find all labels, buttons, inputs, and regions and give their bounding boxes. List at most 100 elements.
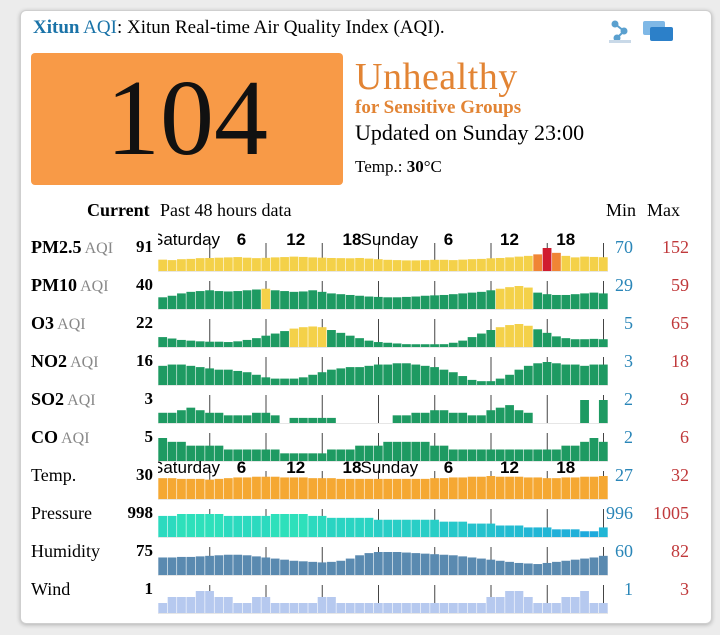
row-current-value: 30 [136, 465, 153, 484]
bar-o3 [233, 341, 243, 347]
bar-o3 [242, 339, 252, 347]
bar-no2 [252, 374, 261, 385]
bar-o3 [308, 326, 318, 347]
bar-humidity [514, 562, 524, 575]
bar-pm10 [252, 289, 261, 309]
bar-pm25 [364, 258, 374, 271]
bar-temp [411, 478, 421, 499]
row-min-value: 996 [606, 503, 633, 523]
bar-pm25 [308, 257, 318, 271]
axis-label-top: 6 [237, 230, 246, 249]
row-max-value: 152 [662, 237, 689, 257]
series-pm25 [158, 243, 608, 272]
bar-o3 [280, 331, 289, 347]
share-icon[interactable] [609, 19, 631, 43]
bar-pressure [542, 527, 552, 537]
bar-no2 [345, 367, 355, 385]
bar-temp [252, 476, 261, 499]
bar-pressure [411, 519, 421, 537]
bar-so2 [233, 415, 243, 423]
bar-temp [280, 477, 289, 499]
bar-pm25 [392, 260, 402, 271]
bar-so2 [448, 412, 458, 423]
bar-o3 [327, 330, 336, 347]
windows-icon[interactable] [641, 19, 675, 43]
city-link[interactable]: Xitun [33, 17, 80, 38]
bar-wind [355, 603, 364, 613]
aqi-link[interactable]: AQI [83, 17, 117, 38]
row-label-no2: NO2 AQI [31, 351, 99, 372]
bar-pm25 [542, 248, 552, 271]
bar-o3 [158, 337, 168, 347]
bar-wind [589, 603, 599, 613]
bar-pm25 [317, 257, 327, 271]
bar-no2 [448, 372, 458, 385]
bar-o3 [252, 338, 261, 347]
bar-pressure [430, 519, 439, 537]
axis-label-top: Saturday [158, 230, 221, 249]
temp-label: Temp.: [355, 157, 407, 176]
series-co [158, 433, 608, 462]
bar-wind [411, 603, 421, 613]
bar-pm10 [195, 291, 205, 309]
bar-humidity [242, 555, 252, 575]
bar-o3 [195, 341, 205, 347]
bar-pressure [233, 515, 243, 537]
bar-co [580, 441, 589, 461]
bar-humidity [373, 552, 383, 575]
axis-label-weather: Sunday [361, 458, 419, 477]
row-min-value: 70 [615, 237, 633, 257]
bar-no2 [205, 368, 214, 385]
axis-label-top: 12 [500, 230, 519, 249]
bar-humidity [233, 554, 243, 575]
bar-humidity [570, 559, 580, 575]
bar-o3 [533, 329, 543, 347]
bar-humidity [223, 554, 233, 575]
bar-pm25 [514, 256, 524, 271]
bar-o3 [580, 339, 589, 347]
bar-so2 [317, 417, 327, 423]
bar-o3 [505, 325, 514, 347]
row-name: PM2.5 [31, 237, 82, 257]
bar-o3 [336, 332, 346, 347]
bar-temp [167, 478, 177, 499]
row-max-value: 32 [671, 465, 689, 485]
bar-o3 [477, 333, 486, 347]
bar-pressure [467, 523, 477, 537]
bar-pressure [345, 517, 355, 537]
bar-temp [430, 478, 439, 499]
bar-so2 [411, 412, 421, 423]
bar-so2 [420, 412, 430, 423]
bar-pm25 [205, 257, 214, 271]
bar-so2 [523, 412, 533, 423]
bar-wind [327, 597, 336, 613]
series-temp [158, 471, 608, 500]
bar-so2 [177, 410, 186, 423]
bar-wind [261, 597, 271, 613]
row-unit: AQI [64, 392, 96, 409]
bar-temp [458, 477, 468, 499]
bar-wind [430, 603, 439, 613]
bar-pm10 [336, 294, 346, 309]
bar-wind [561, 597, 571, 613]
bar-pm25 [298, 256, 308, 271]
bar-o3 [383, 342, 393, 347]
bar-o3 [270, 333, 280, 347]
bar-humidity [458, 556, 468, 575]
bar-wind [345, 603, 355, 613]
bar-so2 [270, 415, 280, 423]
bar-o3 [373, 342, 383, 347]
bar-co [214, 445, 224, 461]
bar-wind [233, 603, 243, 613]
bar-co [270, 449, 280, 461]
bar-humidity [355, 555, 364, 575]
bar-wind [186, 597, 196, 613]
bar-temp [420, 478, 430, 499]
bar-humidity [298, 561, 308, 575]
bar-pressure [364, 517, 374, 537]
bar-so2 [261, 412, 271, 423]
bar-wind [439, 603, 449, 613]
bar-o3 [561, 338, 571, 347]
bar-o3 [495, 327, 505, 347]
